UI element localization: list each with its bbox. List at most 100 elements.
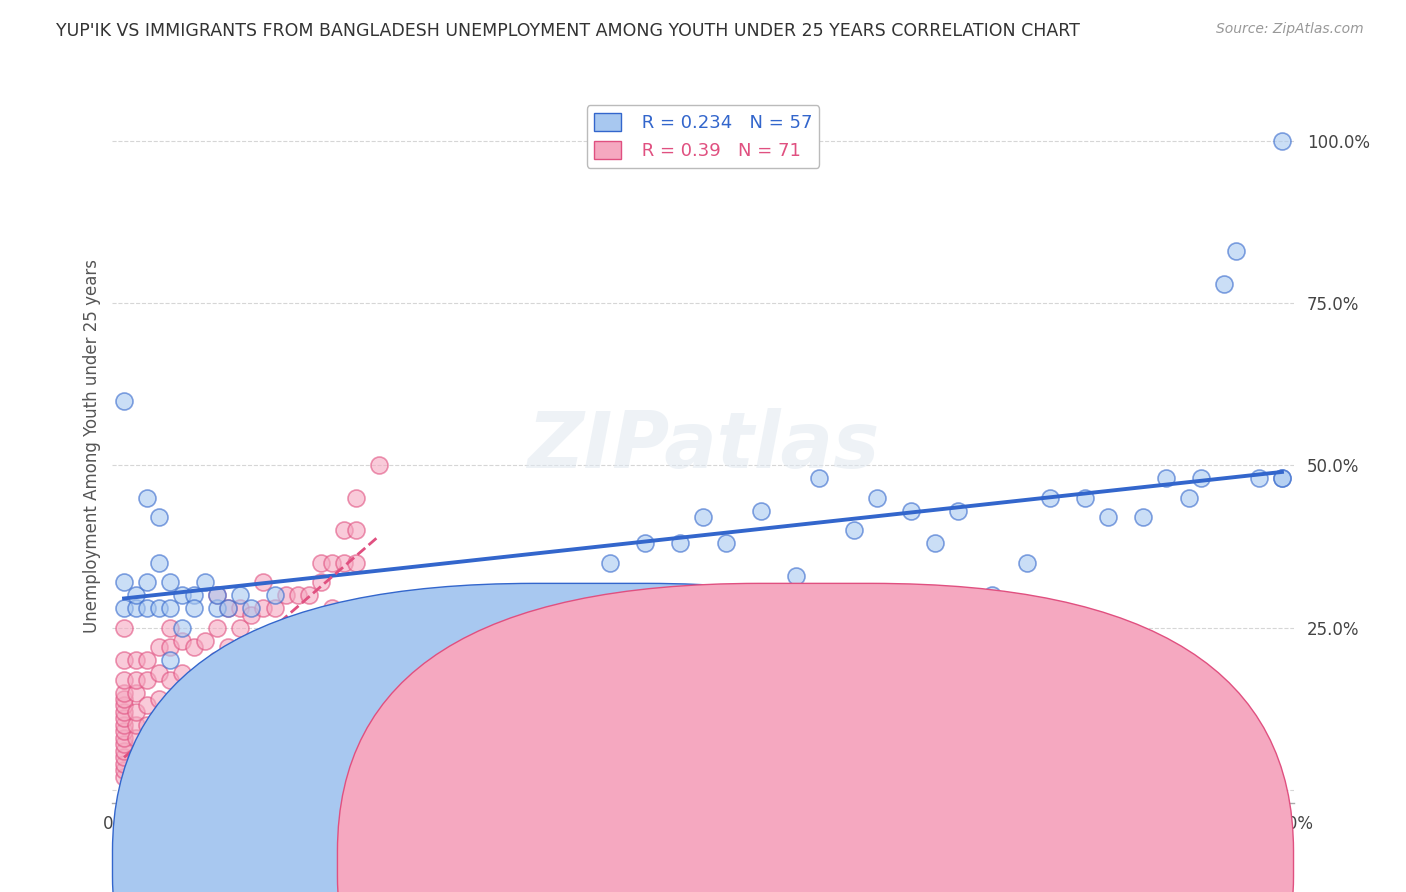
Point	[124, 705, 146, 719]
Point	[1074, 491, 1097, 505]
Point	[136, 731, 159, 745]
Point	[159, 575, 181, 590]
Point	[159, 705, 181, 719]
Point	[714, 536, 737, 550]
Point	[217, 640, 239, 654]
Point	[807, 471, 830, 485]
Point	[170, 621, 193, 635]
Legend:  R = 0.234   N = 57,  R = 0.39   N = 71: R = 0.234 N = 57, R = 0.39 N = 71	[586, 105, 820, 168]
Point	[194, 575, 217, 590]
Point	[309, 575, 332, 590]
Point	[112, 601, 135, 615]
Point	[309, 556, 332, 570]
Point	[229, 621, 252, 635]
Point	[112, 711, 135, 725]
Point	[669, 536, 692, 550]
Point	[124, 601, 146, 615]
Point	[276, 588, 298, 602]
Point	[981, 588, 1004, 602]
Point	[321, 556, 343, 570]
Point	[344, 556, 367, 570]
Point	[217, 601, 239, 615]
Point	[1178, 491, 1201, 505]
Point	[240, 601, 263, 615]
Point	[252, 653, 274, 667]
Point	[148, 640, 170, 654]
Point	[229, 601, 252, 615]
Point	[344, 491, 367, 505]
Y-axis label: Unemployment Among Youth under 25 years: Unemployment Among Youth under 25 years	[83, 259, 101, 633]
Point	[866, 491, 889, 505]
Point	[159, 653, 181, 667]
Point	[924, 536, 946, 550]
Point	[148, 556, 170, 570]
Point	[136, 601, 159, 615]
Point	[170, 633, 193, 648]
Point	[136, 491, 159, 505]
Point	[112, 764, 135, 778]
Point	[112, 718, 135, 732]
Text: Yup'ik: Yup'ik	[654, 855, 702, 873]
Point	[1247, 471, 1270, 485]
Point	[252, 601, 274, 615]
Point	[136, 718, 159, 732]
Point	[205, 601, 228, 615]
Point	[112, 770, 135, 784]
Point	[170, 588, 193, 602]
Point	[170, 666, 193, 681]
Point	[900, 504, 922, 518]
Point	[148, 666, 170, 681]
Point	[136, 698, 159, 713]
Point	[1017, 556, 1039, 570]
Point	[205, 621, 228, 635]
Point	[112, 731, 135, 745]
Point	[124, 685, 146, 699]
Point	[240, 607, 263, 622]
Point	[124, 731, 146, 745]
Point	[112, 738, 135, 752]
Point	[785, 568, 807, 582]
Point	[287, 621, 309, 635]
Point	[170, 685, 193, 699]
Point	[124, 750, 146, 764]
Point	[183, 640, 205, 654]
Point	[159, 601, 181, 615]
Point	[1132, 510, 1154, 524]
Point	[842, 524, 865, 538]
Point	[229, 640, 252, 654]
Point	[183, 601, 205, 615]
Point	[1271, 471, 1294, 485]
Point	[112, 673, 135, 687]
Point	[112, 621, 135, 635]
Point	[194, 633, 217, 648]
Point	[1271, 134, 1294, 148]
Point	[112, 685, 135, 699]
Point	[112, 750, 135, 764]
Point	[159, 640, 181, 654]
Text: Immigrants from Bangladesh: Immigrants from Bangladesh	[879, 855, 1121, 873]
Point	[124, 673, 146, 687]
Point	[287, 685, 309, 699]
Point	[1189, 471, 1212, 485]
Point	[1154, 471, 1177, 485]
Text: YUP'IK VS IMMIGRANTS FROM BANGLADESH UNEMPLOYMENT AMONG YOUTH UNDER 25 YEARS COR: YUP'IK VS IMMIGRANTS FROM BANGLADESH UNE…	[56, 22, 1080, 40]
Point	[183, 673, 205, 687]
Text: ZIPatlas: ZIPatlas	[527, 408, 879, 484]
Point	[112, 744, 135, 758]
Point	[634, 536, 657, 550]
Point	[148, 692, 170, 706]
Point	[1097, 510, 1119, 524]
Point	[112, 756, 135, 771]
Point	[136, 575, 159, 590]
Point	[148, 718, 170, 732]
Point	[112, 575, 135, 590]
Point	[124, 588, 146, 602]
Point	[112, 692, 135, 706]
Point	[252, 575, 274, 590]
Point	[1271, 471, 1294, 485]
Point	[599, 556, 621, 570]
Point	[263, 601, 285, 615]
Point	[946, 504, 969, 518]
Point	[217, 601, 239, 615]
Point	[1039, 491, 1062, 505]
